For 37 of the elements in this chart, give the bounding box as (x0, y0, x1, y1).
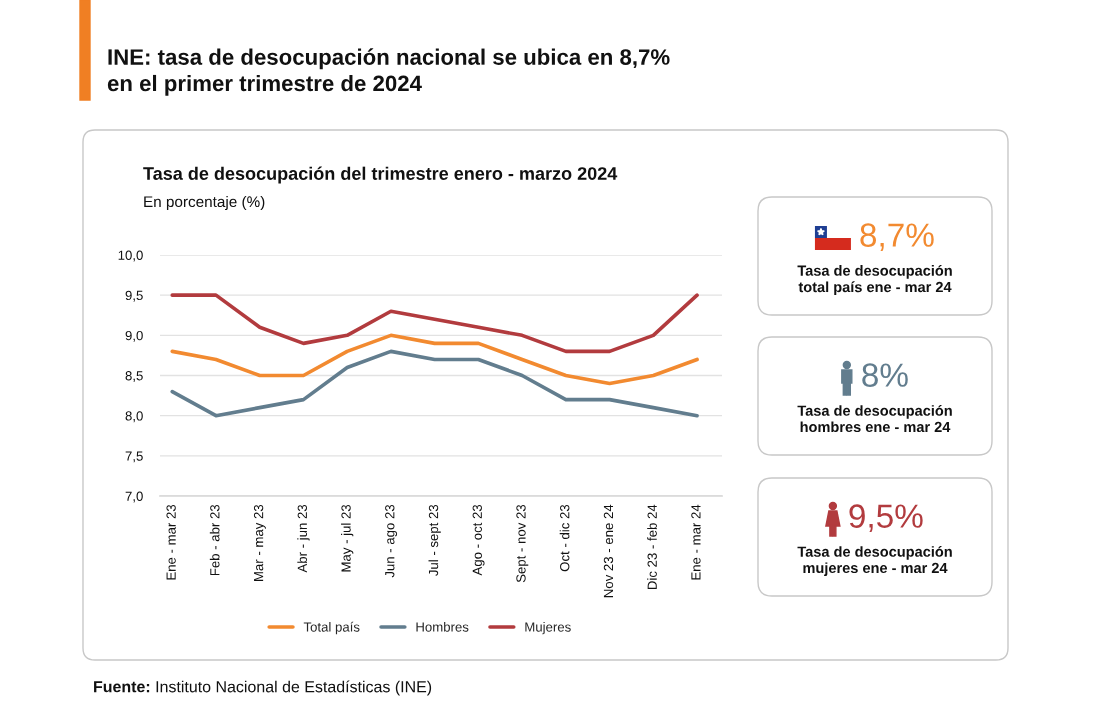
x-tick-label: May - jul 23 (341, 504, 354, 572)
text: 9,5% (849, 504, 923, 532)
text: Tasa de desocupación mujeres ene - mar 24 (797, 546, 952, 576)
x-tick-label: Abr - jun 23 (297, 504, 310, 573)
x-tick-label: Jul - sept 23 (428, 504, 441, 576)
x-tick-label: Nov 23 - ene 24 (603, 504, 614, 598)
y-tick-label: 7,5 (125, 451, 143, 463)
chart-title: INE: tasa de desocupación nacional se ubica en 8,7% en el primer trimestre de 2024 (107, 48, 670, 96)
y-tick-label: 9,0 (125, 330, 143, 342)
legend-label: Mujeres (525, 622, 571, 635)
chart-subtitle: Tasa de desocupación del trimestre enero - marzo 2024 (143, 166, 618, 184)
y-tick-label: 7,0 (125, 491, 143, 503)
text: Tasa de desocupación hombres ene - mar 24 (797, 405, 952, 433)
line-series (170, 333, 699, 386)
x-tick-label: Sept - nov 23 (516, 504, 529, 583)
x-tick-label: Jun - ago 23 (385, 504, 398, 578)
x-tick-label: Ago - oct 23 (472, 504, 485, 576)
legend-label: Total país (303, 621, 360, 635)
y-tick-label: 9,5 (125, 290, 143, 302)
y-tick-label: 10,0 (118, 250, 143, 262)
x-tick-label: Ene - mar 23 (166, 504, 176, 580)
x-tick-label: Mar - may 23 (253, 504, 266, 581)
y-tick-label: 8,0 (125, 411, 143, 423)
source-note: Fuente: (94, 681, 150, 693)
text: Instituto Nacional de Estadísticas (INE) (156, 680, 432, 696)
x-tick-label: Oct - dic 23 (559, 504, 570, 572)
y-tick-label: 8,5 (125, 371, 143, 382)
legend-label: Hombres (416, 622, 469, 632)
text: Tasa de desocupación total país ene - mar 24 (797, 264, 952, 296)
y-axis-title: En porcentaje (%) (144, 195, 265, 211)
text: 8,7% (860, 223, 934, 251)
line-series (170, 349, 699, 418)
line-series (170, 293, 699, 354)
x-tick-label: Ene - mar 24 (691, 504, 701, 580)
x-tick-label: Dic 23 - feb 24 (647, 504, 657, 590)
text: 8% (862, 363, 908, 387)
x-tick-label: Feb - abr 23 (209, 504, 220, 576)
